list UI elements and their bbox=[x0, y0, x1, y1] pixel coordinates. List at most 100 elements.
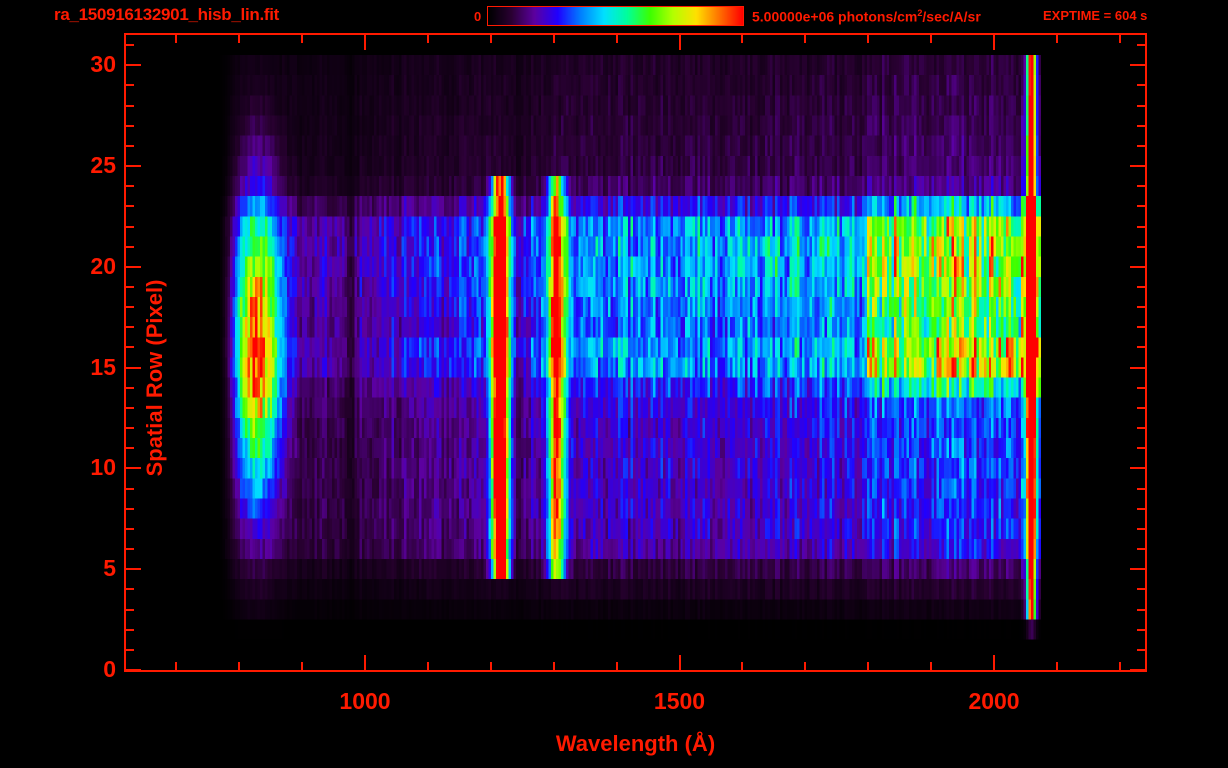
plot-frame: Spatial Row (Pixel) bbox=[124, 33, 1147, 672]
y-tick-right-29 bbox=[1137, 84, 1145, 87]
y-tick-label-0: 0 bbox=[103, 656, 116, 682]
y-tick-left-24 bbox=[126, 185, 134, 188]
y-tick-left-30 bbox=[126, 64, 141, 67]
y-tick-right-11 bbox=[1137, 447, 1145, 450]
y-tick-left-25 bbox=[126, 165, 141, 168]
y-tick-right-16 bbox=[1137, 346, 1145, 349]
x-tick-top-1300 bbox=[552, 35, 555, 43]
y-tick-right-24 bbox=[1137, 185, 1145, 188]
x-tick-top-1000 bbox=[364, 35, 367, 50]
y-tick-right-15 bbox=[1130, 366, 1145, 369]
y-tick-right-25 bbox=[1130, 165, 1145, 168]
y-tick-right-22 bbox=[1137, 225, 1145, 228]
y-tick-left-5 bbox=[126, 568, 141, 571]
y-tick-label-30: 30 bbox=[90, 51, 116, 78]
plot-area bbox=[126, 35, 1145, 670]
x-tick-top-2000 bbox=[993, 35, 996, 50]
y-tick-left-12 bbox=[126, 427, 134, 430]
x-tick-bottom-1000 bbox=[364, 655, 367, 670]
x-tick-bottom-1600 bbox=[741, 662, 744, 670]
x-tick-bottom-1100 bbox=[426, 662, 429, 670]
x-tick-bottom-2200 bbox=[1118, 662, 1121, 670]
y-tick-right-20 bbox=[1130, 265, 1145, 268]
y-tick-left-22 bbox=[126, 225, 134, 228]
y-tick-right-8 bbox=[1137, 507, 1145, 510]
y-tick-left-11 bbox=[126, 447, 134, 450]
colorbar-units-exponent: 2 bbox=[917, 8, 923, 18]
colorbar bbox=[487, 6, 744, 26]
y-tick-left-1 bbox=[126, 648, 134, 651]
x-tick-bottom-900 bbox=[301, 662, 304, 670]
x-tick-labels: 1000 1500 2000 bbox=[124, 690, 1147, 720]
y-tick-left-15 bbox=[126, 366, 141, 369]
y-tick-left-16 bbox=[126, 346, 134, 349]
x-tick-top-900 bbox=[301, 35, 304, 43]
x-tick-top-1400 bbox=[615, 35, 618, 43]
y-tick-left-23 bbox=[126, 205, 134, 208]
y-tick-right-26 bbox=[1137, 144, 1145, 147]
y-tick-left-3 bbox=[126, 608, 134, 611]
y-tick-label-25: 25 bbox=[90, 152, 116, 179]
colorbar-min-label: 0 bbox=[474, 9, 482, 24]
x-tick-top-1900 bbox=[930, 35, 933, 43]
x-tick-bottom-1500 bbox=[678, 655, 681, 670]
y-tick-right-21 bbox=[1137, 245, 1145, 248]
y-tick-left-28 bbox=[126, 104, 134, 107]
y-tick-left-9 bbox=[126, 487, 134, 490]
y-tick-right-5 bbox=[1130, 568, 1145, 571]
colorbar-max-value: 5.00000e+06 bbox=[752, 8, 835, 25]
y-tick-right-28 bbox=[1137, 104, 1145, 107]
y-tick-left-20 bbox=[126, 265, 141, 268]
y-tick-label-10: 10 bbox=[90, 454, 116, 481]
x-tick-bottom-1400 bbox=[615, 662, 618, 670]
x-tick-top-800 bbox=[238, 35, 241, 43]
x-tick-bottom-1800 bbox=[867, 662, 870, 670]
y-axis-title: Spatial Row (Pixel) bbox=[142, 279, 167, 477]
colorbar-units-suffix: /sec/A/sr bbox=[922, 8, 981, 25]
y-tick-right-30 bbox=[1130, 64, 1145, 67]
y-tick-left-7 bbox=[126, 527, 134, 530]
exposure-time-label: EXPTIME = 604 s bbox=[1043, 8, 1148, 23]
x-tick-top-1200 bbox=[489, 35, 492, 43]
page-title: ra_150916132901_hisb_lin.fit bbox=[54, 5, 280, 24]
y-tick-left-19 bbox=[126, 285, 134, 288]
x-tick-label-1500: 1500 bbox=[653, 688, 706, 714]
y-tick-right-14 bbox=[1137, 386, 1145, 389]
y-tick-left-26 bbox=[126, 144, 134, 147]
y-tick-right-12 bbox=[1137, 427, 1145, 430]
x-tick-label-2000: 2000 bbox=[968, 688, 1020, 714]
y-tick-right-27 bbox=[1137, 124, 1145, 127]
x-tick-top-2100 bbox=[1055, 35, 1058, 43]
y-tick-left-31 bbox=[126, 44, 134, 47]
y-tick-left-0 bbox=[126, 669, 141, 671]
y-tick-right-10 bbox=[1130, 467, 1145, 470]
x-tick-bottom-1300 bbox=[552, 662, 555, 670]
colorbar-gradient bbox=[488, 7, 743, 25]
y-tick-left-14 bbox=[126, 386, 134, 389]
y-tick-left-4 bbox=[126, 588, 134, 591]
spectrogram-image bbox=[220, 55, 1042, 670]
y-tick-right-7 bbox=[1137, 527, 1145, 530]
y-tick-right-2 bbox=[1137, 628, 1145, 631]
x-tick-bottom-1700 bbox=[804, 662, 807, 670]
y-tick-right-3 bbox=[1137, 608, 1145, 611]
y-tick-right-0 bbox=[1130, 669, 1145, 671]
y-tick-right-6 bbox=[1137, 548, 1145, 551]
colorbar-units-prefix: photons/cm bbox=[834, 8, 918, 25]
y-tick-right-13 bbox=[1137, 406, 1145, 409]
y-tick-left-8 bbox=[126, 507, 134, 510]
y-tick-left-2 bbox=[126, 628, 134, 631]
y-tick-left-18 bbox=[126, 306, 134, 309]
y-tick-label-20: 20 bbox=[90, 252, 116, 279]
x-tick-bottom-1200 bbox=[489, 662, 492, 670]
x-tick-top-2200 bbox=[1118, 35, 1121, 43]
y-tick-right-4 bbox=[1137, 588, 1145, 591]
y-tick-left-13 bbox=[126, 406, 134, 409]
y-tick-labels: 0 5 10 15 20 25 30 bbox=[62, 33, 116, 681]
y-tick-left-17 bbox=[126, 326, 134, 329]
x-tick-bottom-700 bbox=[175, 662, 178, 670]
x-tick-label-1000: 1000 bbox=[339, 688, 391, 714]
y-tick-label-5: 5 bbox=[103, 555, 116, 582]
y-tick-left-10 bbox=[126, 467, 141, 470]
